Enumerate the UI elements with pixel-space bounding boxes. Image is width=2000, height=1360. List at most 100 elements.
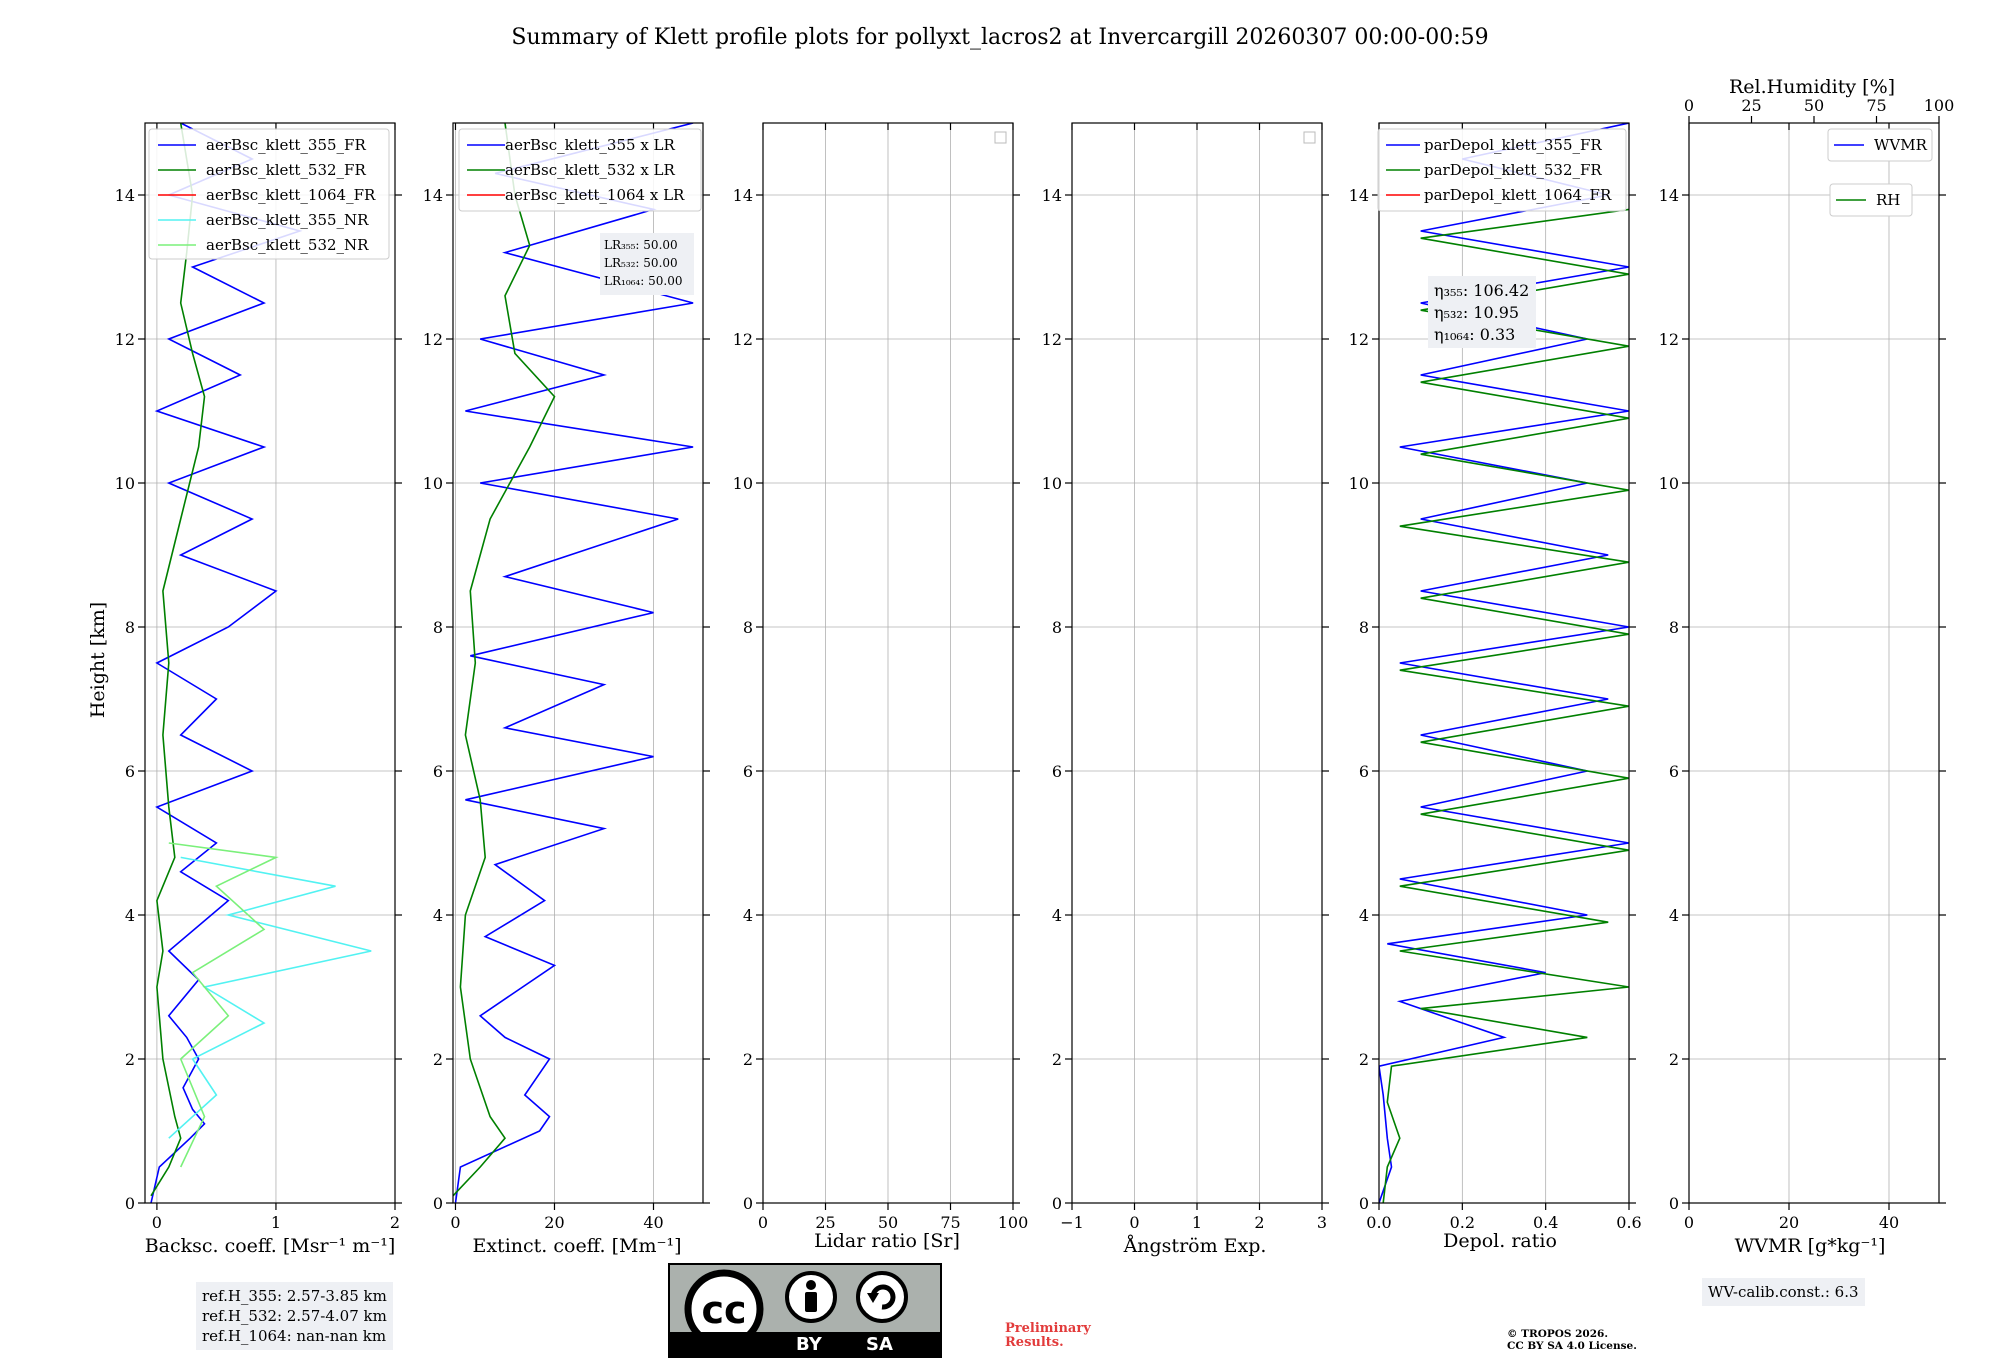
y-tick-label: 4 [1052, 906, 1062, 925]
copyright-line-1: © TROPOS 2026. [1507, 1328, 1609, 1340]
y-tick-label: 6 [125, 762, 135, 781]
preliminary-note: Preliminary Results. [1005, 1322, 1091, 1350]
y-tick-label: 8 [743, 618, 753, 637]
y-tick-label: 0 [1359, 1194, 1369, 1213]
cc-license-logo: cc BY SA [668, 1263, 942, 1358]
series-line [454, 123, 694, 1203]
y-tick-label: 12 [115, 330, 135, 349]
cc-logo-art: cc [684, 1269, 908, 1349]
x-label-lidar-ratio: Lidar ratio [Sr] [814, 1230, 960, 1252]
legend-angstrom-empty [1303, 131, 1316, 144]
y-tick-label: 4 [125, 906, 135, 925]
x-tick-label: 20 [544, 1213, 564, 1232]
x-tick-label: 0 [1684, 1213, 1694, 1232]
x-tick-label: 2 [390, 1213, 400, 1232]
lr-1064: LR₁₀₆₄: 50.00 [604, 274, 682, 288]
figure-title: Summary of Klett profile plots for polly… [511, 25, 1488, 50]
lr-532: LR₅₃₂: 50.00 [604, 256, 678, 270]
x-tick-label: 0 [1129, 1213, 1139, 1232]
reference-height-box: ref.H_355: 2.57-3.85 km ref.H_532: 2.57-… [196, 1282, 393, 1350]
y-tick-label: 0 [433, 1194, 443, 1213]
y-tick-label: 2 [125, 1050, 135, 1069]
series-line [168, 842, 279, 1168]
lr-annotation: LR₃₅₅: 50.00 LR₅₃₂: 50.00 LR₁₀₆₄: 50.00 [600, 233, 694, 295]
legend-text: aerBsc_klett_355 x LR [505, 136, 676, 154]
x-tick-label: 75 [940, 1213, 960, 1232]
copyright-note: © TROPOS 2026. CC BY SA 4.0 License. [1507, 1328, 1637, 1352]
legend-lr-empty [994, 131, 1007, 144]
series-line [150, 123, 206, 1197]
legend-rh: RH [1829, 183, 1913, 217]
copyright-line-2: CC BY SA 4.0 License. [1507, 1340, 1637, 1352]
y-tick-label: 14 [1042, 186, 1062, 205]
y-tick-label: 10 [733, 474, 753, 493]
y-tick-label: 2 [1359, 1050, 1369, 1069]
y-tick-label: 0 [1669, 1194, 1679, 1213]
y-tick-label: 12 [733, 330, 753, 349]
y-tick-label: 8 [433, 618, 443, 637]
y-tick-label: 0 [1052, 1194, 1062, 1213]
top-x-tick-label: 100 [1924, 96, 1955, 115]
series-line [150, 123, 303, 1203]
sa-share-icon [856, 1271, 908, 1323]
legend-wvmr: WVMR [1827, 128, 1933, 162]
sa-arrow-head [867, 1293, 879, 1303]
series-line [1382, 208, 1629, 1203]
y-tick-label: 6 [1669, 762, 1679, 781]
eta-355: η₃₅₅: 106.42 [1434, 281, 1529, 300]
by-head [806, 1280, 816, 1290]
y-tick-label: 12 [1349, 330, 1369, 349]
y-tick-label: 8 [1052, 618, 1062, 637]
y-tick-label: 14 [1349, 186, 1369, 205]
axes-frame [144, 122, 396, 1204]
y-tick-label: 14 [423, 186, 443, 205]
y-tick-label: 6 [433, 762, 443, 781]
y-tick-label: 10 [1349, 474, 1369, 493]
x-tick-label: 20 [1779, 1213, 1799, 1232]
wv-calib-text: WV-calib.const.: 6.3 [1708, 1283, 1859, 1301]
x-label-angstrom: Ångström Exp. [1123, 1235, 1267, 1257]
x-tick-label: 1 [271, 1213, 281, 1232]
series-line [453, 123, 556, 1197]
cc-sa-text: SA [866, 1334, 893, 1355]
y-tick-label: 12 [423, 330, 443, 349]
y-tick-label: 12 [1042, 330, 1062, 349]
axes-wvmr: 0 20 40 0 2 4 6 8 10 12 14 0 25 50 75 100 [1659, 96, 1955, 1232]
axes-lidar-ratio: 0 25 50 75 100 0 2 4 6 8 10 12 14 [733, 122, 1028, 1232]
legend-text: RH [1876, 191, 1900, 209]
refh-532: ref.H_532: 2.57-4.07 km [202, 1307, 387, 1325]
x-tick-label: 2 [1254, 1213, 1264, 1232]
legend-text: aerBsc_klett_532_NR [206, 236, 369, 254]
y-tick-label: 2 [1052, 1050, 1062, 1069]
cc-bar: BY SA [670, 1332, 940, 1356]
lr-355: LR₃₅₅: 50.00 [604, 238, 678, 252]
y-tick-label: 8 [1359, 618, 1369, 637]
legend-text: parDepol_klett_355_FR [1424, 136, 1602, 154]
x-tick-label: 50 [878, 1213, 898, 1232]
y-tick-label: 2 [1669, 1050, 1679, 1069]
legend-text: aerBsc_klett_1064 x LR [505, 186, 685, 204]
axes-frame [1378, 122, 1630, 1204]
legend-text: parDepol_klett_1064_FR [1424, 186, 1612, 204]
legend-text: aerBsc_klett_532_FR [206, 161, 366, 179]
x-label-backscatter: Backsc. coeff. [Msr⁻¹ m⁻¹] [145, 1235, 396, 1257]
top-x-tick-label: 25 [1741, 96, 1761, 115]
cc-letters: cc [701, 1288, 746, 1332]
y-tick-label: 6 [743, 762, 753, 781]
top-x-label-rh: Rel.Humidity [%] [1729, 76, 1895, 98]
axes-frame [452, 122, 704, 1204]
x-tick-label: 1 [1192, 1213, 1202, 1232]
y-tick-label: 14 [115, 186, 135, 205]
legend-text: aerBsc_klett_355_NR [206, 211, 369, 229]
refh-1064: ref.H_1064: nan-nan km [202, 1327, 387, 1345]
x-tick-label: 3 [1317, 1213, 1327, 1232]
legend-text: aerBsc_klett_355_FR [206, 136, 366, 154]
legend-text: aerBsc_klett_532 x LR [505, 161, 676, 179]
axes-frame [1688, 122, 1940, 1204]
y-tick-label: 2 [743, 1050, 753, 1069]
x-tick-label: 0.4 [1533, 1213, 1558, 1232]
by-body [805, 1292, 817, 1312]
y-tick-label: 10 [1042, 474, 1062, 493]
series-line [168, 856, 372, 1139]
